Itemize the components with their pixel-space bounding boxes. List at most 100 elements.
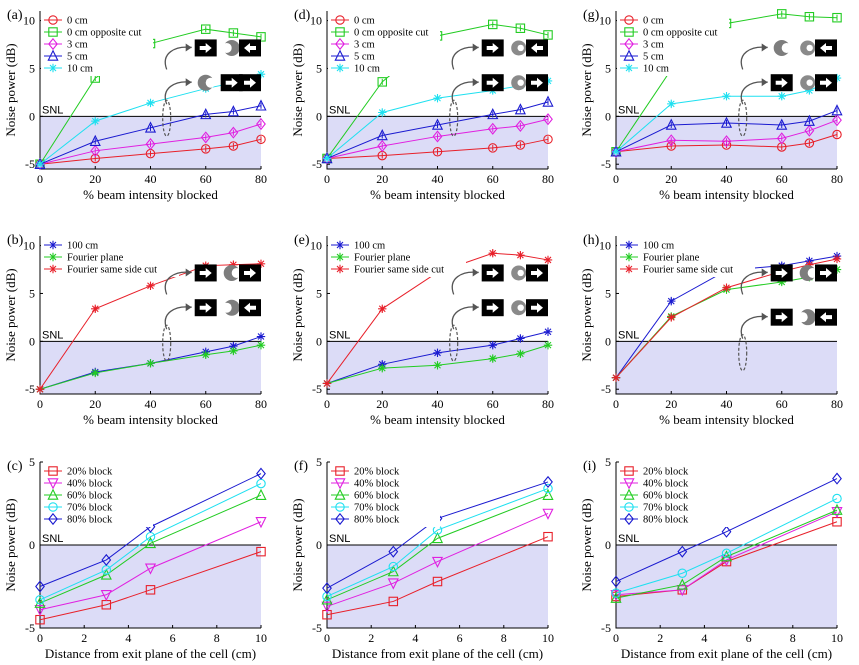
series-line bbox=[326, 488, 549, 597]
x-tick-label: 8 bbox=[214, 631, 220, 645]
x-axis-label: Distance from exit plane of the cell (cm… bbox=[621, 646, 832, 661]
y-tick-label: 10 bbox=[599, 14, 611, 28]
x-tick-label: 40 bbox=[145, 172, 157, 186]
inset-tile-arrow-right-arrow bbox=[225, 77, 238, 88]
inset-lower bbox=[738, 308, 837, 372]
x-tick-label: 80 bbox=[542, 172, 554, 186]
dashed-selection-ellipse bbox=[738, 99, 748, 137]
legend-entry: 80% block bbox=[67, 515, 113, 526]
inset-tile-arrow-right-arrow bbox=[486, 302, 499, 313]
inset-tile-ring-hole bbox=[806, 79, 813, 86]
data-point bbox=[387, 565, 399, 577]
inset-pointer-head bbox=[472, 78, 479, 87]
snl-label: SNL bbox=[329, 533, 350, 545]
x-tick-label: 4 bbox=[125, 631, 131, 645]
y-tick-label: 0 bbox=[316, 538, 322, 552]
legend-marker bbox=[624, 63, 634, 73]
y-tick-label: 10 bbox=[310, 239, 322, 253]
data-point bbox=[831, 104, 843, 116]
inset-tile-arrow-right-arrow bbox=[531, 77, 543, 88]
legend-entry: 20% block bbox=[643, 467, 689, 478]
inset-tile-arrow-right-arrow bbox=[199, 302, 212, 313]
x-axis-label: Distance from exit plane of the cell (cm… bbox=[45, 646, 256, 661]
panel-label: (c) bbox=[7, 459, 23, 474]
legend-entry: 5 cm bbox=[67, 52, 88, 63]
series-line bbox=[39, 344, 262, 390]
snl-label: SNL bbox=[618, 104, 639, 116]
snl-label: SNL bbox=[329, 104, 350, 116]
data-point bbox=[145, 138, 156, 151]
x-tick-label: 0 bbox=[37, 631, 43, 645]
inset-pointer-head bbox=[472, 43, 479, 52]
x-tick-label: 80 bbox=[831, 172, 843, 186]
data-point bbox=[256, 117, 266, 131]
legend-entry: 80% block bbox=[354, 515, 400, 526]
legend-box bbox=[328, 237, 466, 277]
data-point bbox=[777, 92, 786, 101]
series-line bbox=[39, 473, 262, 587]
x-tick-label: 20 bbox=[376, 397, 388, 411]
x-tick-label: 2 bbox=[81, 631, 87, 645]
inset-pointer-arrow bbox=[451, 46, 479, 70]
legend-marker bbox=[47, 488, 59, 500]
y-axis-label: Noise power (dB) bbox=[290, 498, 305, 591]
x-tick-label: 60 bbox=[776, 172, 788, 186]
y-tick-label: 5 bbox=[29, 61, 35, 75]
y-tick-label: 0 bbox=[29, 538, 35, 552]
data-point bbox=[832, 254, 842, 264]
inset-tile-arrow-right-arrow bbox=[531, 302, 543, 313]
data-point bbox=[666, 134, 677, 147]
series-line bbox=[615, 119, 838, 153]
data-point bbox=[432, 130, 443, 143]
x-tick-label: 10 bbox=[255, 631, 267, 645]
data-point bbox=[776, 132, 787, 145]
legend-entry: 3 cm bbox=[67, 40, 88, 51]
data-point bbox=[90, 144, 101, 157]
x-axis-label: % beam intensity blocked bbox=[83, 412, 218, 427]
inset-upper bbox=[164, 39, 261, 70]
data-point bbox=[228, 126, 239, 139]
series-line bbox=[39, 483, 262, 601]
data-point bbox=[91, 304, 100, 313]
data-point bbox=[378, 108, 387, 117]
data-point bbox=[322, 379, 332, 388]
data-point bbox=[321, 593, 333, 605]
y-tick-label: 0 bbox=[605, 109, 611, 123]
legend-marker bbox=[624, 466, 634, 476]
data-point bbox=[487, 122, 498, 135]
data-point bbox=[388, 561, 399, 572]
series-line bbox=[326, 513, 549, 607]
dashed-selection-ellipse bbox=[738, 334, 748, 372]
x-tick-label: 40 bbox=[145, 397, 157, 411]
x-tick-label: 60 bbox=[487, 397, 499, 411]
data-point bbox=[488, 249, 497, 258]
inset-middle bbox=[738, 74, 837, 137]
series-line bbox=[326, 481, 549, 589]
series-line bbox=[39, 105, 262, 165]
data-point bbox=[433, 361, 442, 370]
legend-marker bbox=[48, 264, 58, 274]
inset-tile-arrow-right-arrow bbox=[531, 267, 543, 278]
legend-entry: 20% block bbox=[354, 467, 400, 478]
legend-marker bbox=[623, 478, 635, 490]
y-tick-label: 5 bbox=[605, 61, 611, 75]
y-tick-label: 5 bbox=[605, 286, 611, 300]
data-point bbox=[832, 472, 842, 485]
data-point bbox=[542, 488, 554, 500]
x-tick-label: 6 bbox=[170, 631, 176, 645]
inset-upper bbox=[451, 264, 548, 295]
x-tick-label: 60 bbox=[487, 172, 499, 186]
legend-marker bbox=[623, 488, 635, 500]
legend-marker bbox=[47, 478, 59, 490]
inset-pointer-head bbox=[761, 312, 768, 321]
x-tick-label: 6 bbox=[746, 631, 752, 645]
y-axis-label: Noise power (dB) bbox=[579, 43, 594, 136]
legend-entry: 20% block bbox=[67, 467, 113, 478]
data-point bbox=[387, 578, 399, 590]
inset-pointer-arrow bbox=[740, 46, 768, 70]
y-tick-label: 0 bbox=[316, 109, 322, 123]
